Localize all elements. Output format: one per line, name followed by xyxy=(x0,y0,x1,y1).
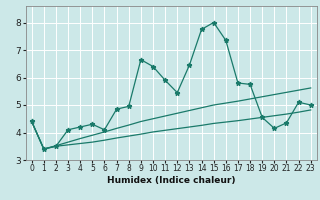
X-axis label: Humidex (Indice chaleur): Humidex (Indice chaleur) xyxy=(107,176,236,185)
